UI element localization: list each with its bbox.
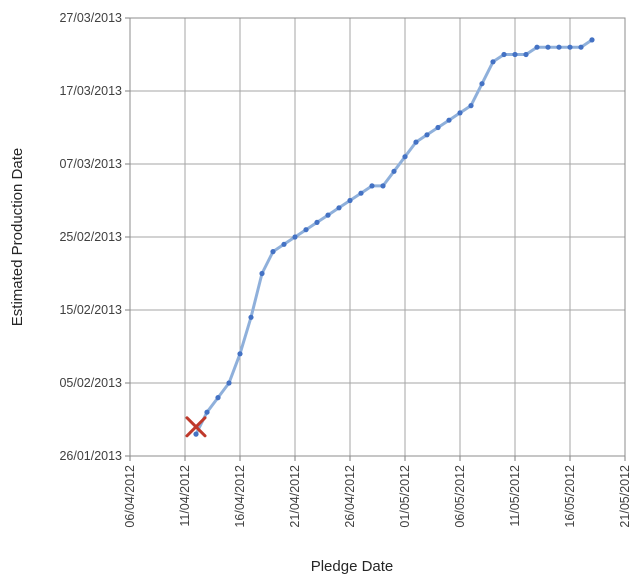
data-point [380,183,386,189]
data-point [281,241,287,247]
data-point [589,37,595,43]
y-tick-label: 26/01/2013 [59,449,122,463]
data-point [358,190,364,196]
x-marker-stroke [185,416,207,438]
data-point [490,59,496,65]
data-point [391,168,397,174]
y-tick-label: 07/03/2013 [59,157,122,171]
data-point [193,431,199,437]
data-point [369,183,375,189]
data-point [270,249,276,255]
data-point [446,117,452,123]
y-tick-label: 27/03/2013 [59,11,122,25]
x-tick-label: 06/05/2012 [453,465,467,528]
data-point [303,227,309,233]
x-tick-label: 01/05/2012 [398,465,412,528]
data-point [523,51,529,58]
data-point [457,110,463,116]
y-tick-label: 05/02/2013 [59,376,122,390]
y-axis-title: Estimated Production Date [9,148,26,326]
x-axis-title: Pledge Date [311,558,394,575]
data-point [512,51,518,58]
data-point [479,81,485,87]
y-tick-labels: 26/01/2013 05/02/2013 15/02/2013 25/02/2013… [59,11,122,463]
data-point [237,351,243,357]
plot-area-border [129,17,626,457]
data-point [292,234,298,240]
data-point [424,132,430,138]
data-point [248,314,254,320]
data-point [413,139,419,145]
x-tick-label: 11/05/2012 [508,465,522,527]
data-point [556,44,562,50]
annotation-group [185,416,207,438]
x-tick-label: 16/04/2012 [233,465,247,528]
x-tick-label: 16/05/2012 [563,465,577,528]
x-tick-label: 26/04/2012 [343,465,357,528]
x-tick-labels: 06/04/2012 11/04/2012 16/04/2012 21/04/2012… [123,465,632,528]
data-point [226,380,232,386]
data-point [259,270,265,277]
x-tick-label: 11/04/2012 [178,465,192,527]
data-point [325,212,331,218]
y-tick-label: 17/03/2013 [59,84,122,98]
data-point [468,103,474,109]
series-group [193,37,595,437]
data-point [204,409,210,415]
data-point [402,154,408,160]
data-point [435,124,441,131]
data-point [567,44,573,50]
data-point [336,205,342,211]
x-tick-label: 06/04/2012 [123,465,137,528]
data-point [534,44,540,50]
data-point [314,219,320,225]
data-point [347,197,353,204]
y-tick-label: 15/02/2013 [59,303,122,317]
x-tick-label: 21/05/2012 [618,465,632,528]
data-point [578,44,584,50]
data-point [545,44,551,50]
data-point [215,395,221,401]
plot-border [129,17,626,457]
y-tick-label: 25/02/2013 [59,230,122,244]
data-point [501,51,507,58]
x-tick-label: 21/04/2012 [288,465,302,528]
gridlines [125,17,626,461]
